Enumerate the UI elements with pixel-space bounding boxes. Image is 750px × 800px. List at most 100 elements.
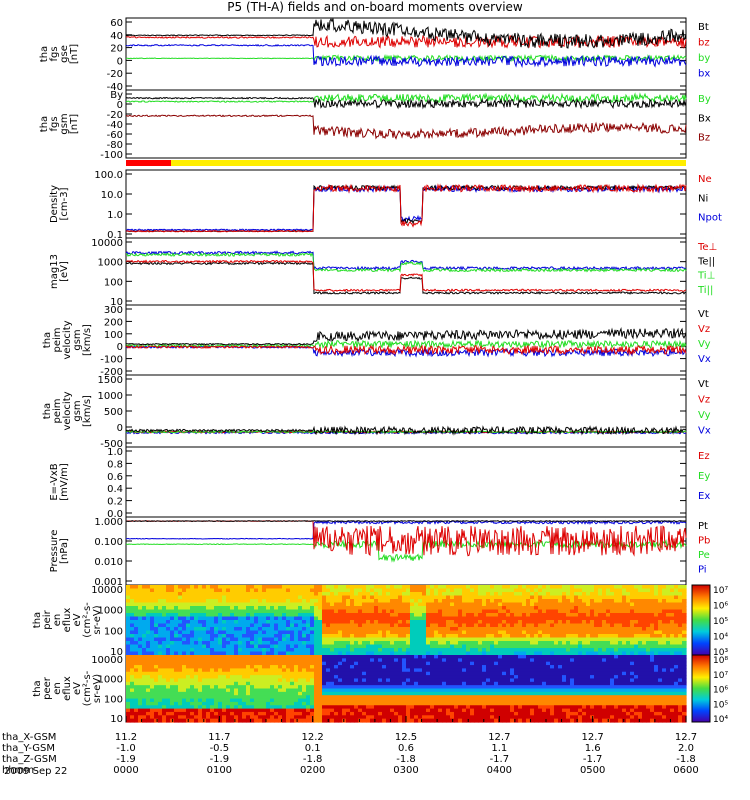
spectrogram-cell	[150, 585, 155, 590]
spectrogram-cell	[406, 592, 411, 597]
spectrogram-cell	[362, 595, 367, 600]
spectrogram-cell	[150, 678, 155, 683]
spectrogram-cell	[278, 701, 283, 706]
spectrogram-cell	[210, 651, 215, 656]
spectrogram-cell	[154, 678, 159, 683]
spectrogram-cell	[130, 705, 135, 710]
spectrogram-cell	[286, 668, 291, 673]
spectrogram-cell	[326, 705, 331, 710]
spectrogram-cell	[358, 705, 363, 710]
spectrogram-cell	[150, 620, 155, 625]
spectrogram-cell	[262, 678, 267, 683]
spectrogram-cell	[346, 661, 351, 666]
spectrogram-cell	[550, 651, 555, 656]
spectrogram-cell	[322, 620, 327, 625]
spectrogram-cell	[150, 701, 155, 706]
spectrogram-cell	[190, 613, 195, 618]
spectrogram-cell	[442, 606, 447, 611]
spectrogram-cell	[610, 606, 615, 611]
spectrogram-cell	[458, 655, 463, 659]
spectrogram-cell	[246, 585, 251, 590]
spectrogram-cell	[238, 630, 243, 635]
spectrogram-cell	[214, 688, 219, 693]
spectrogram-cell	[410, 602, 415, 607]
spectrogram-cell	[674, 630, 679, 635]
spectrogram-cell	[478, 620, 483, 625]
spectrogram-cell	[462, 695, 467, 700]
spectrogram-cell	[230, 602, 235, 607]
spectrogram-cell	[354, 698, 359, 703]
spectrogram-cell	[374, 623, 379, 628]
spectrogram-cell	[338, 588, 343, 593]
spectrogram-cell	[406, 678, 411, 683]
spectrogram-cell	[446, 634, 451, 639]
spectrogram-cell	[642, 644, 647, 649]
spectrogram-cell	[382, 609, 387, 614]
spectrogram-cell	[442, 671, 447, 676]
spectrogram-cell	[290, 695, 295, 700]
spectrogram-cell	[318, 688, 323, 693]
spectrogram-cell	[466, 711, 471, 716]
spectrogram-cell	[154, 641, 159, 646]
spectrogram-cell	[542, 613, 547, 618]
spectrogram-cell	[554, 620, 559, 625]
spectrogram-cell	[326, 658, 331, 663]
spectrogram-cell	[342, 681, 347, 686]
spectrogram-cell	[638, 644, 643, 649]
spectrogram-cell	[178, 585, 183, 590]
spectrogram-cell	[462, 585, 467, 590]
spectrogram-cell	[266, 675, 271, 680]
spectrogram-cell	[138, 602, 143, 607]
spectrogram-cell	[446, 599, 451, 604]
spectrogram-cell	[438, 675, 443, 680]
spectrogram-cell	[282, 602, 287, 607]
spectrogram-cell	[478, 602, 483, 607]
spectrogram-cell	[146, 701, 151, 706]
spectrogram-cell	[494, 606, 499, 611]
spectrogram-cell	[398, 651, 403, 656]
spectrogram-cell	[298, 715, 303, 720]
spectrogram-cell	[326, 595, 331, 600]
spectrogram-cell	[650, 641, 655, 646]
spectrogram-cell	[590, 634, 595, 639]
spectrogram-cell	[242, 661, 247, 666]
spectrogram-cell	[502, 715, 507, 720]
spectrogram-cell	[610, 641, 615, 646]
legend-vy: Vy	[698, 410, 711, 421]
spectrogram-cell	[314, 705, 319, 710]
spectrogram-cell	[558, 592, 563, 597]
spectrogram-cell	[454, 595, 459, 600]
spectrogram-cell	[390, 708, 395, 713]
spectrogram-cell	[446, 655, 451, 659]
spectrogram-cell	[654, 620, 659, 625]
spectrogram-cell	[214, 592, 219, 597]
spectrogram-cell	[482, 648, 487, 653]
spectrogram-cell	[422, 595, 427, 600]
spectrogram-cell	[426, 691, 431, 696]
spectrogram-cell	[366, 595, 371, 600]
spectrogram-cell	[218, 698, 223, 703]
spectrogram-cell	[202, 641, 207, 646]
spectrogram-cell	[218, 668, 223, 673]
spectrogram-cell	[402, 665, 407, 669]
spectrogram-cell	[234, 634, 239, 639]
spectrogram-cell	[470, 705, 475, 710]
spectrogram-cell	[286, 641, 291, 646]
spectrogram-cell	[374, 688, 379, 693]
spectrogram-cell	[282, 708, 287, 713]
spectrogram-cell	[242, 675, 247, 680]
spectrogram-cell	[282, 661, 287, 666]
spectrogram-cell	[354, 592, 359, 597]
spectrogram-cell	[530, 634, 535, 639]
spectrogram-cell	[662, 599, 667, 604]
spectrogram-cell	[486, 671, 491, 676]
spectrogram-cell	[266, 595, 271, 600]
spectrogram-cell	[394, 641, 399, 646]
spectrogram-cell	[426, 648, 431, 653]
spectrogram-cell	[582, 609, 587, 614]
spectrogram-cell	[262, 613, 267, 618]
spectrogram-cell	[394, 701, 399, 706]
spectrogram-cell	[170, 609, 175, 614]
spectrogram-cell	[418, 661, 423, 666]
spectrogram-cell	[298, 685, 303, 690]
